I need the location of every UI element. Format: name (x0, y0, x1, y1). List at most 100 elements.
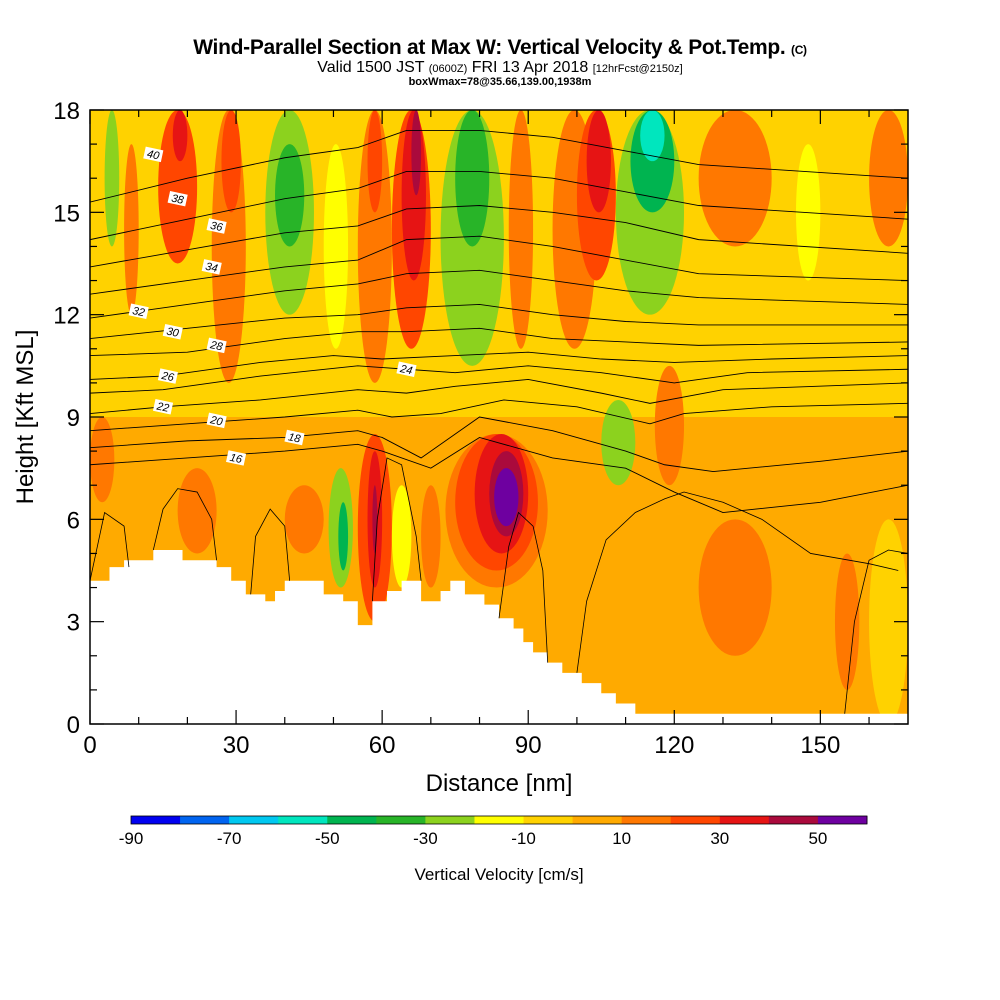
y-tick-label-0: 0 (67, 712, 80, 739)
colorbar-tick-label-50: 50 (808, 829, 827, 848)
colorbar-swatch-13 (768, 816, 819, 824)
x-tick-label-90: 90 (515, 732, 542, 759)
isentrope-label-36: 36 (206, 218, 227, 234)
contour-label-text: 24 (398, 363, 413, 377)
isentrope-label-24: 24 (396, 361, 417, 377)
vv-cell-47 (869, 519, 908, 724)
isentrope-30 (90, 303, 908, 339)
vv-cell-2 (104, 110, 120, 247)
isentrope-36 (90, 205, 908, 268)
colorbar-swatch-3 (278, 816, 328, 824)
contour-label-box (152, 399, 174, 415)
colorbar-frame (130, 815, 868, 825)
vv-cell-15 (411, 110, 422, 196)
vv-cell-29 (177, 468, 217, 554)
isentrope-28 (90, 327, 908, 357)
colorbar-tick-label--30: -30 (413, 829, 438, 848)
isentrope-label-22: 22 (152, 399, 174, 415)
vv-cell-25 (698, 110, 772, 247)
contour-label-text: 28 (208, 339, 224, 354)
colorbar-swatch-4 (327, 816, 377, 824)
isentrope-34 (90, 235, 908, 295)
vv-cell-45 (698, 519, 772, 656)
vv-cell-32 (338, 502, 349, 571)
x-axis-label: Distance [nm] (426, 770, 573, 797)
contour-label-box (226, 450, 247, 466)
vv-cell-37 (421, 485, 441, 588)
lowlevel-contour-5 (576, 491, 899, 673)
vv-cell-28 (90, 417, 115, 503)
vv-cell-5 (172, 110, 188, 162)
vv-cell-43 (601, 399, 636, 486)
y-tick-label-15: 15 (53, 200, 80, 227)
contour-label-box (206, 218, 227, 234)
colorbar-swatch-10 (621, 816, 672, 824)
colorbar-tick-label-30: 30 (710, 829, 729, 848)
colorbar-swatch-0 (131, 816, 181, 824)
valid-utc: (0600Z) (428, 63, 468, 75)
vv-cell-4 (158, 110, 198, 264)
contour-label-text: 18 (287, 431, 302, 445)
isentrope-label-30: 30 (162, 323, 183, 340)
colorbar-swatch-6 (425, 816, 475, 824)
contour-label-box (396, 361, 417, 377)
colorbar-tick-label--90: -90 (119, 829, 144, 848)
contour-label-text: 34 (204, 261, 218, 275)
colorbar-swatch-9 (572, 816, 623, 824)
vv-cell-46 (834, 553, 860, 690)
colorbar-swatch-12 (719, 816, 770, 824)
contour-label-box (206, 337, 227, 354)
chart-subtitle: Valid 1500 JST (0600Z) FRI 13 Apr 2018 [… (0, 59, 1000, 77)
colorbar-tick-label--70: -70 (217, 829, 242, 848)
y-tick-label-18: 18 (53, 98, 80, 125)
isentrope-label-26: 26 (157, 368, 178, 385)
lowlevel-contour-6 (844, 549, 908, 714)
contour-label-box (128, 303, 149, 319)
contour-label-text: 36 (209, 220, 224, 234)
x-tick-label-120: 120 (654, 732, 694, 759)
y-tick-label-6: 6 (67, 507, 80, 534)
vv-cell-12 (367, 110, 383, 213)
isentrope-label-40: 40 (143, 146, 164, 163)
contour-label-text: 20 (208, 414, 224, 429)
title-text: Wind-Parallel Section at Max W: Vertical… (193, 36, 786, 59)
isentrope-16 (90, 436, 908, 513)
forecast-info: [12hrFcst@2150z] (592, 63, 683, 75)
vv-cell-18 (508, 110, 534, 349)
colorbar-tick-label--50: -50 (315, 829, 340, 848)
isentrope-24 (90, 365, 908, 394)
contour-label-text: 26 (159, 370, 175, 385)
contour-label-text: 22 (155, 400, 170, 414)
contour-label-text: 16 (229, 452, 244, 466)
contour-label-box (284, 429, 305, 446)
contour-label-box (201, 259, 222, 275)
colorbar-tick-label--10: -10 (511, 829, 536, 848)
potential-temperature-contours: 16 18 20 22 24 26 28 30 32 34 36 38 40 (90, 130, 908, 714)
vv-cell-3 (124, 144, 139, 315)
colorbar-swatch-5 (376, 816, 426, 824)
colorbar-swatch-14 (817, 816, 868, 824)
vv-cell-9 (275, 144, 305, 247)
isentrope-label-34: 34 (201, 259, 222, 275)
y-axis-label: Height [Kft MSL] (12, 330, 39, 505)
vv-cell-44 (654, 365, 685, 486)
isentrope-label-16: 16 (226, 450, 247, 466)
colorbar-swatch-8 (523, 816, 574, 824)
colorbar-swatch-7 (474, 816, 525, 824)
colorbar-swatch-2 (229, 816, 279, 824)
x-tick-label-60: 60 (369, 732, 396, 759)
vv-cell-35 (372, 485, 378, 554)
isentrope-38 (90, 170, 908, 241)
isentrope-18 (90, 416, 908, 473)
lowlevel-contour-0 (90, 511, 130, 581)
vv-cell-17 (455, 110, 490, 247)
isentrope-label-38: 38 (167, 190, 188, 207)
isentrope-26 (90, 351, 908, 380)
chart-title: Wind-Parallel Section at Max W: Vertical… (0, 36, 1000, 60)
lowlevel-contour-1 (152, 488, 217, 561)
colorbar-tick-label-10: 10 (612, 829, 631, 848)
colorbar: -90 -70 -50 -30 -10 10 30 50 (119, 815, 868, 848)
y-tick-label-3: 3 (67, 610, 80, 637)
contour-label-box (162, 323, 183, 340)
